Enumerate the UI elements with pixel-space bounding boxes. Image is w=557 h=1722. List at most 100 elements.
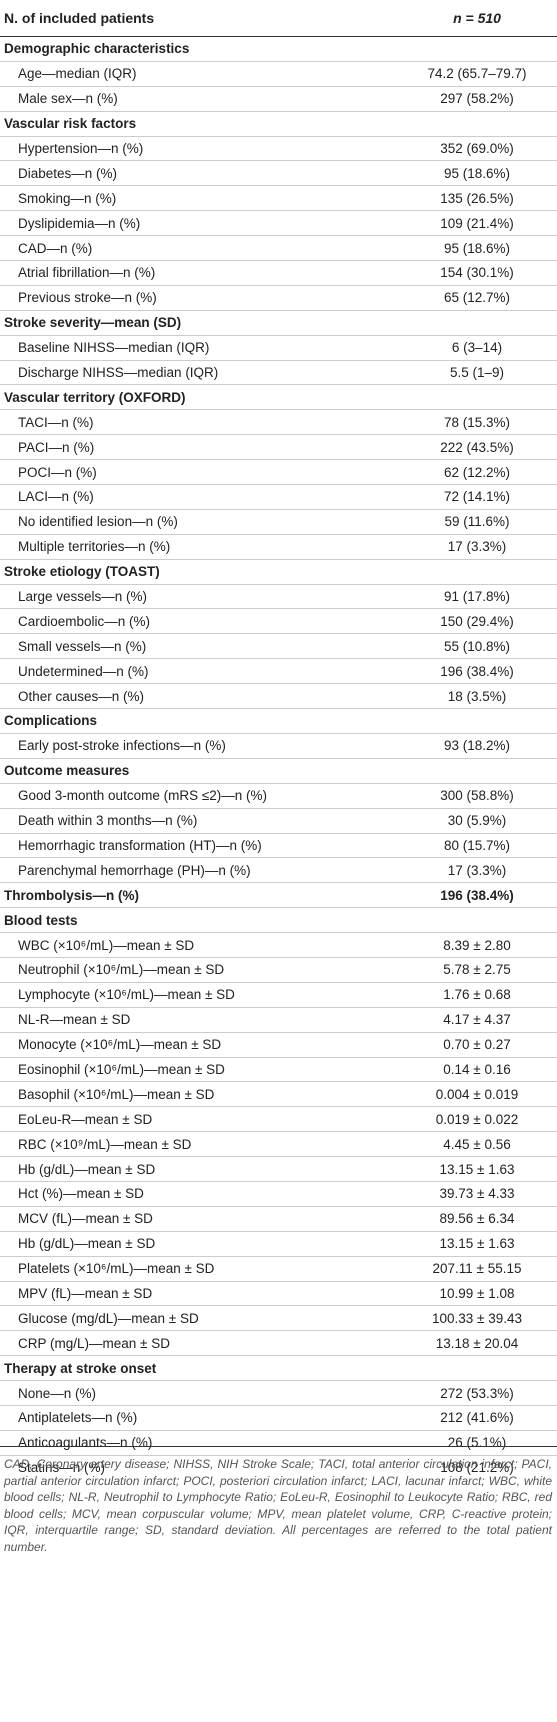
row-label: Anticoagulants—n (%) [18, 1435, 153, 1451]
section-title: Complications [4, 713, 98, 729]
row-label: Death within 3 months—n (%) [18, 813, 198, 829]
row-label: Atrial fibrillation—n (%) [18, 265, 156, 281]
cell-value: 72 (14.1%) [443, 489, 511, 505]
table-row: Eosinophil (×10⁶/mL)—mean ± SD 0.14 ± 0.1… [0, 1056, 557, 1082]
row-label: Small vessels—n (%) [18, 638, 147, 654]
cell-value: 39.73 ± 4.33 [439, 1186, 515, 1202]
table-row: None—n (%) 272 (53.3%) [0, 1380, 557, 1405]
cell-value: 80 (15.7%) [443, 837, 511, 853]
table-row: LACI—n (%) 72 (14.1%) [0, 484, 557, 509]
table-row: Antiplatelets—n (%) 212 (41.6%) [0, 1404, 557, 1430]
header-cell: N. of included patients [4, 10, 155, 26]
table-row: Good 3-month outcome (mRS ≤2)—n (%) 300 (… [0, 782, 557, 808]
table-row: Hypertension—n (%) 352 (69.0%) [0, 135, 557, 161]
table-row: Age—median (IQR) 74.2 (65.7–79.7) [0, 60, 557, 86]
cell-value: 0.14 ± 0.16 [443, 1061, 511, 1077]
table-row: WBC (×10⁶/mL)—mean ± SD 8.39 ± 2.80 [0, 932, 557, 957]
table-row: No identified lesion—n (%) 59 (11.6%) [0, 508, 557, 534]
table-row: Statins—n (%) 108 (21.2%) [0, 1454, 557, 1480]
row-label: MPV (fL)—mean ± SD [18, 1285, 153, 1301]
cell-value: 150 (29.4%) [440, 613, 514, 629]
row-label: NL-R—mean ± SD [18, 1012, 131, 1028]
cell-value: 8.39 ± 2.80 [443, 937, 511, 953]
table-row: Smoking—n (%) 135 (26.5%) [0, 185, 557, 210]
row-label: POCI—n (%) [18, 464, 97, 480]
section-title: Vascular risk factors [4, 116, 137, 132]
row-label: Antiplatelets—n (%) [18, 1410, 138, 1426]
cell-value: 108 (21.2%) [440, 1460, 514, 1476]
cell-value: 135 (26.5%) [440, 190, 514, 206]
cell-value: 13.15 ± 1.63 [439, 1161, 515, 1177]
row-label: Good 3-month outcome (mRS ≤2)—n (%) [18, 788, 267, 804]
row-label: Parenchymal hemorrhage (PH)—n (%) [18, 862, 251, 878]
cell-value: 30 (5.9%) [447, 813, 507, 829]
section-title: Stroke severity—mean (SD) [4, 315, 182, 331]
row-label: Glucose (mg/dL)—mean ± SD [18, 1310, 199, 1326]
section-title: Thrombolysis—n (%) [4, 887, 140, 903]
table-row: Early post-stroke infections—n (%) 93 (18… [0, 732, 557, 758]
section-title: Therapy at stroke onset [4, 1360, 157, 1376]
header-cell: n = 510 [453, 10, 501, 26]
table-row: Male sex—n (%) 297 (58.2%) [0, 85, 557, 111]
section-row: Stroke severity—mean (SD) [0, 309, 557, 335]
row-label: Eosinophil (×10⁶/mL)—mean ± SD [18, 1061, 225, 1077]
cell-value: 74.2 (65.7–79.7) [427, 66, 527, 82]
cell-value: 95 (18.6%) [443, 240, 511, 256]
table-row: Multiple territories—n (%) 17 (3.3%) [0, 533, 557, 559]
table-row: Diabetes—n (%) 95 (18.6%) [0, 160, 557, 185]
section-row: Complications [0, 708, 557, 733]
table-row: Neutrophil (×10⁶/mL)—mean ± SD 5.78 ± 2.7… [0, 956, 557, 982]
row-label: None—n (%) [18, 1385, 97, 1401]
cell-value: 26 (5.1%) [447, 1435, 507, 1451]
table-row: Hb (g/dL)—mean ± SD 13.15 ± 1.63 [0, 1156, 557, 1181]
cell-value: 65 (12.7%) [443, 290, 511, 306]
row-label: Monocyte (×10⁶/mL)—mean ± SD [18, 1037, 222, 1053]
table-row: EoLeu-R—mean ± SD 0.019 ± 0.022 [0, 1106, 557, 1131]
cell-value: 300 (58.8%) [440, 788, 514, 804]
table-row: Anticoagulants—n (%) 26 (5.1%) [0, 1429, 557, 1455]
table-row: Hct (%)—mean ± SD 39.73 ± 4.33 [0, 1180, 557, 1206]
cell-value: 6 (3–14) [451, 340, 503, 356]
cell-value: 109 (21.4%) [440, 215, 514, 231]
table-row: Discharge NIHSS—median (IQR) 5.5 (1–9) [0, 359, 557, 385]
table-row: Baseline NIHSS—median (IQR) 6 (3–14) [0, 334, 557, 360]
row-label: Hb (g/dL)—mean ± SD [18, 1161, 156, 1177]
cell-value: 89.56 ± 6.34 [439, 1211, 515, 1227]
row-label: CRP (mg/L)—mean ± SD [18, 1335, 170, 1351]
section-row: Vascular risk factors [0, 110, 557, 136]
cell-value: 0.004 ± 0.019 [435, 1086, 519, 1102]
row-label: Male sex—n (%) [18, 91, 118, 107]
table-row: CRP (mg/L)—mean ± SD 13.18 ± 20.04 [0, 1330, 557, 1355]
cell-value: 78 (15.3%) [443, 414, 511, 430]
table-row: MCV (fL)—mean ± SD 89.56 ± 6.34 [0, 1205, 557, 1231]
table-row: Glucose (mg/dL)—mean ± SD 100.33 ± 39.43 [0, 1305, 557, 1330]
cell-value: 0.70 ± 0.27 [443, 1037, 511, 1053]
cell-value: 352 (69.0%) [440, 141, 514, 156]
cell-value: 55 (10.8%) [443, 638, 511, 654]
section-row: Demographic characteristics [0, 37, 557, 61]
section-row: Blood tests [0, 907, 557, 932]
table-row: Monocyte (×10⁶/mL)—mean ± SD 0.70 ± 0.27 [0, 1031, 557, 1057]
cell-value: 297 (58.2%) [440, 91, 514, 107]
row-label: WBC (×10⁶/mL)—mean ± SD [18, 937, 195, 953]
row-label: LACI—n (%) [18, 489, 94, 505]
cell-value: 13.15 ± 1.63 [439, 1236, 515, 1252]
row-label: Diabetes—n (%) [18, 165, 118, 181]
cell-value: 154 (30.1%) [440, 265, 514, 281]
section-row: Outcome measures [0, 757, 557, 783]
row-label: Previous stroke—n (%) [18, 290, 157, 306]
row-label: Hb (g/dL)—mean ± SD [18, 1236, 156, 1252]
cell-value: 10.99 ± 1.08 [439, 1285, 515, 1301]
row-label: Dyslipidemia—n (%) [18, 215, 141, 231]
table-row: NL-R—mean ± SD 4.17 ± 4.37 [0, 1006, 557, 1032]
row-label: No identified lesion—n (%) [18, 514, 178, 530]
table-row: Cardioembolic—n (%) 150 (29.4%) [0, 608, 557, 633]
row-label: RBC (×10⁹/mL)—mean ± SD [18, 1136, 192, 1152]
cell-value: 222 (43.5%) [440, 439, 514, 455]
row-label: Age—median (IQR) [18, 66, 137, 82]
row-label: TACI—n (%) [18, 414, 94, 430]
row-label: MCV (fL)—mean ± SD [18, 1211, 153, 1227]
row-label: Other causes—n (%) [18, 688, 145, 704]
row-label: Hemorrhagic transformation (HT)—n (%) [18, 837, 262, 853]
